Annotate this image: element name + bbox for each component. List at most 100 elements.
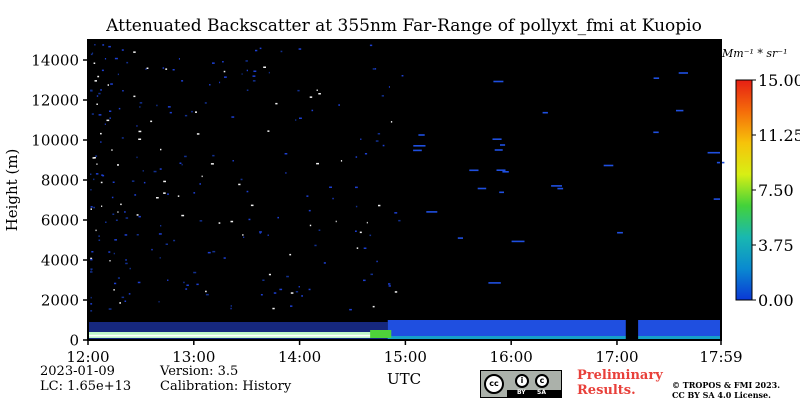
noise-speckle — [181, 214, 185, 217]
noise-speckle — [388, 283, 391, 285]
noise-speckle — [363, 279, 366, 282]
noise-speckle — [138, 130, 142, 133]
noise-speckle — [275, 102, 278, 105]
noise-speckle — [676, 109, 684, 112]
noise-speckle — [108, 251, 111, 253]
noise-speckle — [355, 156, 358, 158]
noise-speckle — [90, 303, 93, 305]
noise-speckle — [156, 197, 159, 199]
noise-speckle — [113, 252, 115, 255]
noise-speckle — [92, 157, 95, 159]
preliminary-line-2: Results. — [577, 383, 636, 398]
noise-speckle — [158, 233, 162, 235]
noise-speckle — [90, 53, 93, 56]
noise-speckle — [177, 195, 180, 197]
noise-speckle — [289, 253, 292, 256]
plot-frame — [87, 39, 722, 341]
cc-by-label: BY — [517, 389, 526, 396]
noise-speckle — [93, 206, 95, 209]
colorbar-tick-label: 11.25 — [758, 126, 800, 145]
backscatter-layers — [88, 306, 721, 340]
noise-speckle — [311, 109, 314, 112]
noise-speckle — [108, 308, 112, 310]
noise-speckle — [94, 80, 97, 82]
noise-speckle — [133, 51, 136, 53]
noise-speckle — [280, 50, 283, 53]
noise-speckle — [201, 175, 203, 178]
noise-speckle — [376, 260, 378, 263]
noise-speckle — [205, 293, 209, 296]
noise-speckle — [107, 84, 109, 86]
noise-speckle — [160, 225, 162, 227]
surface-layer-core — [88, 334, 388, 337]
noise-speckle — [557, 187, 564, 190]
cc-license-badge: cc i c BY SA — [480, 370, 562, 398]
noise-speckle — [160, 148, 162, 151]
noise-speckle — [137, 281, 141, 284]
noise-speckle — [95, 173, 99, 175]
y-tick-label: 10000 — [31, 132, 79, 150]
noise-speckle — [178, 58, 180, 60]
noise-speckle — [129, 267, 131, 270]
cc-logo-icon: cc — [484, 374, 504, 394]
version-label: Version: 3.5 — [160, 364, 239, 379]
noise-speckle — [372, 305, 375, 308]
noise-speckle — [457, 237, 463, 239]
noise-speckle — [678, 72, 688, 74]
noise-speckle — [494, 149, 503, 151]
noise-speckle — [366, 221, 368, 224]
surface-layer-peak — [370, 330, 392, 338]
noise-speckle — [603, 164, 614, 167]
y-tick-label: 4000 — [41, 252, 79, 270]
noise-speckle — [212, 250, 216, 253]
colorbar-tick-label: 0.00 — [758, 291, 794, 310]
noise-speckle — [146, 67, 149, 69]
noise-speckle — [125, 217, 129, 219]
noise-speckle — [121, 296, 125, 299]
noise-speckle — [222, 61, 224, 63]
noise-speckle — [115, 219, 118, 221]
noise-speckle — [370, 273, 373, 276]
noise-speckle — [246, 190, 249, 193]
noise-speckle — [252, 80, 256, 82]
noise-speckle — [181, 80, 184, 82]
noise-speckle — [268, 71, 270, 74]
noise-speckle — [363, 247, 367, 249]
noise-speckle — [349, 308, 352, 311]
noise-speckle — [90, 208, 92, 210]
noise-speckle — [230, 305, 232, 307]
noise-speckle — [158, 301, 160, 303]
noise-speckle — [114, 57, 118, 60]
noise-speckle — [390, 121, 393, 123]
x-tick-label: 12:00 — [66, 348, 109, 366]
noise-speckle — [496, 169, 506, 171]
noise-speckle — [112, 181, 115, 183]
noise-speckle — [100, 141, 102, 143]
noise-speckle — [298, 48, 302, 50]
noise-speckle — [101, 205, 103, 207]
noise-speckle — [136, 214, 139, 216]
noise-speckle — [259, 231, 262, 233]
noise-speckle — [150, 120, 153, 123]
noise-speckle — [124, 300, 127, 302]
noise-speckle — [196, 133, 200, 135]
noise-speckle — [223, 257, 226, 259]
noise-speckle — [184, 114, 188, 117]
colorbar: 0.00 3.75 7.50 11.25 15.00 — [735, 71, 800, 310]
plot-area — [88, 40, 721, 340]
noise-speckle — [179, 162, 182, 164]
noise-speckle — [246, 69, 248, 72]
noise-speckle — [286, 275, 289, 278]
noise-speckle — [117, 164, 119, 166]
noise-speckle — [93, 157, 96, 159]
noise-speckle — [153, 170, 157, 173]
noise-speckle — [93, 178, 95, 181]
noise-speckle — [359, 231, 362, 234]
noise-speckle — [284, 153, 288, 155]
noise-speckle — [295, 119, 297, 121]
noise-speckle — [90, 268, 93, 270]
noise-speckle — [117, 211, 119, 213]
noise-speckle — [122, 90, 124, 92]
noise-speckle — [96, 103, 98, 105]
